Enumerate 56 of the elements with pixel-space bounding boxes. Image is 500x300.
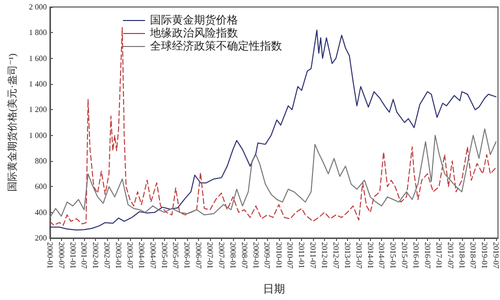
y-tick-label: 1 600: [28, 54, 47, 63]
x-tick-label: 2015-01: [388, 242, 398, 269]
x-tick-label: 2019-07: [492, 242, 500, 269]
x-tick-label: 2003-07: [125, 242, 134, 269]
x-tick-label: 2014-01: [366, 242, 375, 269]
x-tick-label: 2008-07: [240, 242, 249, 269]
x-tick-label: 2012-01: [320, 242, 330, 269]
x-tick-label: 2001-07: [80, 242, 89, 269]
x-tick-label: 2016-01: [412, 242, 421, 269]
x-tick-label: 2006-01: [182, 242, 192, 269]
x-tick-label: 2017-07: [446, 242, 455, 269]
x-tick-label: 2009-07: [262, 242, 272, 269]
x-tick-label: 2013-07: [354, 242, 364, 269]
x-tick-label: 2019-01: [480, 242, 490, 269]
x-tick-label: 2011-01: [297, 242, 306, 268]
x-tick-label: 2005-01: [160, 242, 169, 269]
x-tick-label: 2000-07: [56, 242, 66, 269]
x-tick-label: 2007-01: [206, 242, 215, 269]
x-tick-label: 2004-01: [136, 242, 146, 269]
y-tick-label: 2 000: [28, 2, 47, 12]
x-tick-label: 2009-01: [251, 242, 260, 269]
y-tick-label: 1 800: [28, 28, 47, 38]
y-tick-label: 600: [34, 182, 47, 192]
x-tick-label: 2015-07: [400, 242, 410, 269]
line-series: [49, 128, 497, 218]
x-tick-label: 2002-07: [102, 242, 112, 269]
y-axis-title: 国际黄金期货价格(美元·盎司⁻¹): [6, 53, 18, 192]
legend-label: 全球经济政策不确定性指数: [150, 40, 282, 52]
x-tick-label: 2011-07: [308, 242, 318, 268]
x-tick-label: 2000-01: [45, 242, 54, 269]
x-tick-label: 2016-07: [422, 242, 432, 269]
y-tick-label: 200: [34, 234, 47, 242]
x-tick-label: 2006-07: [194, 242, 204, 269]
x-tick-label: 2008-01: [228, 242, 238, 269]
y-tick-label: 1 000: [28, 130, 47, 140]
x-axis-title: 日期: [262, 284, 285, 296]
x-tick-label: 2014-07: [377, 242, 386, 269]
y-tick-label: 1 200: [28, 105, 47, 114]
legend-label: 国际黄金期货价格: [150, 14, 238, 26]
x-tick-label: 2001-01: [68, 242, 78, 269]
y-tick-label: 400: [34, 208, 47, 217]
x-tick-label: 2018-07: [468, 242, 478, 269]
x-tick-label: 2007-07: [216, 242, 226, 269]
y-tick-label: 800: [34, 156, 47, 166]
x-tick-label: 2005-07: [171, 242, 180, 269]
legend-label: 地缘政治风险指数: [149, 26, 238, 40]
x-tick-label: 2002-01: [91, 242, 100, 269]
x-tick-label: 2004-07: [148, 242, 158, 269]
x-tick-label: 2018-01: [457, 242, 466, 269]
x-tick-label: 2003-01: [114, 242, 124, 269]
x-tick-label: 2012-07: [331, 242, 340, 269]
x-tick-label: 2017-01: [434, 242, 444, 269]
x-tick-label: 2010-01: [274, 242, 284, 269]
x-tick-label: 2013-01: [342, 242, 352, 269]
x-tick-label: 2010-07: [286, 242, 295, 269]
y-tick-label: 1 400: [28, 80, 47, 88]
